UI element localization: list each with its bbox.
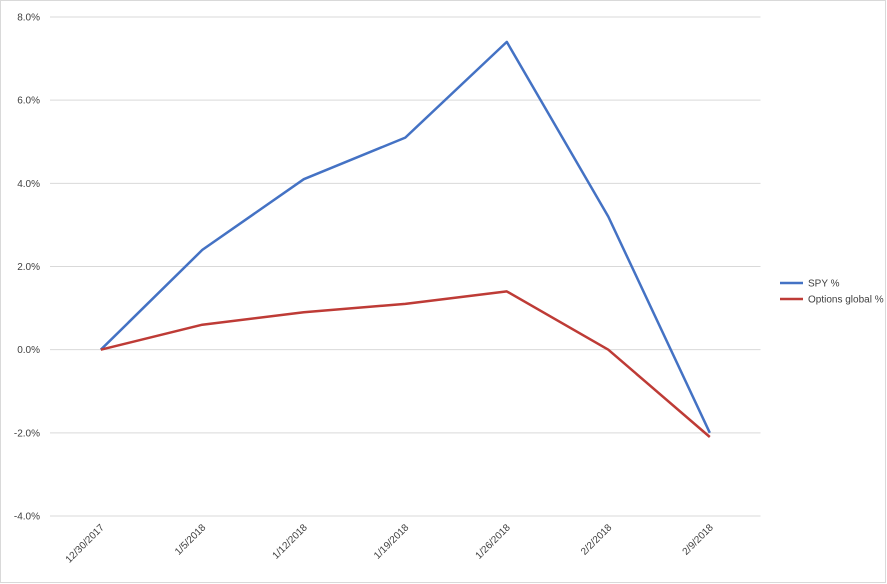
y-tick-label: 0.0%: [17, 345, 40, 356]
y-tick-label: 2.0%: [17, 262, 40, 273]
legend-label: Options global %: [808, 295, 884, 306]
legend-label: SPY %: [808, 279, 840, 290]
y-tick-label: 8.0%: [17, 13, 40, 24]
y-tick-label: -4.0%: [14, 512, 40, 523]
data-line: [99, 40, 711, 434]
y-tick-label: 4.0%: [17, 179, 40, 190]
y-tick-label: -2.0%: [14, 428, 40, 439]
data-line: [100, 290, 711, 438]
y-tick-label: 6.0%: [17, 96, 40, 107]
